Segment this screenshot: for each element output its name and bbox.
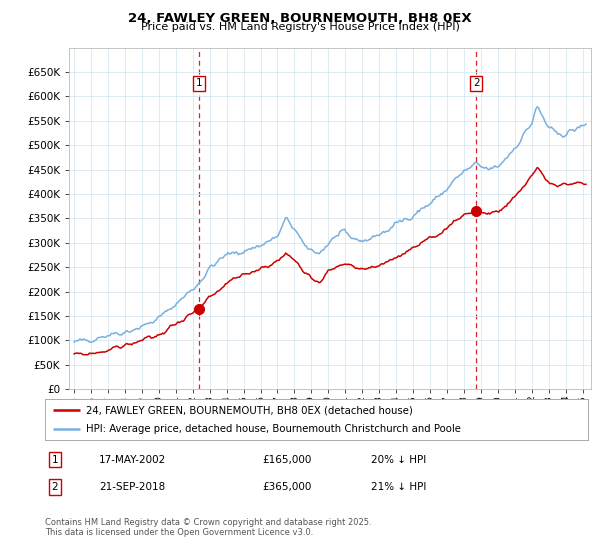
Text: £165,000: £165,000 [262,455,311,465]
Text: 21% ↓ HPI: 21% ↓ HPI [371,482,426,492]
Text: 1: 1 [196,78,202,88]
Text: 21-SEP-2018: 21-SEP-2018 [100,482,166,492]
Text: 2: 2 [52,482,58,492]
Text: 2: 2 [473,78,479,88]
Text: 20% ↓ HPI: 20% ↓ HPI [371,455,426,465]
Text: 17-MAY-2002: 17-MAY-2002 [100,455,167,465]
Text: 1: 1 [52,455,58,465]
Text: £365,000: £365,000 [262,482,311,492]
Text: Price paid vs. HM Land Registry's House Price Index (HPI): Price paid vs. HM Land Registry's House … [140,22,460,32]
Text: 24, FAWLEY GREEN, BOURNEMOUTH, BH8 0EX (detached house): 24, FAWLEY GREEN, BOURNEMOUTH, BH8 0EX (… [86,405,413,415]
Text: HPI: Average price, detached house, Bournemouth Christchurch and Poole: HPI: Average price, detached house, Bour… [86,424,461,433]
Text: Contains HM Land Registry data © Crown copyright and database right 2025.
This d: Contains HM Land Registry data © Crown c… [45,518,371,538]
Text: 24, FAWLEY GREEN, BOURNEMOUTH, BH8 0EX: 24, FAWLEY GREEN, BOURNEMOUTH, BH8 0EX [128,12,472,25]
